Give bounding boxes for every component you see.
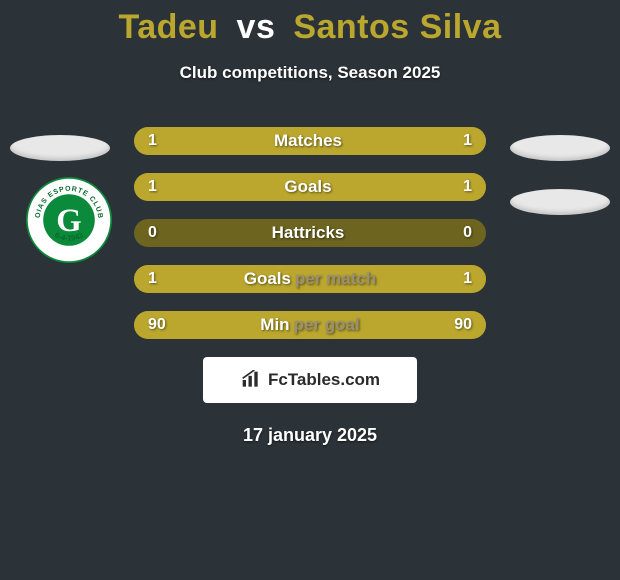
stat-value-left: 1 bbox=[148, 173, 157, 201]
stat-row: 0 0 Hattricks bbox=[134, 219, 486, 247]
stat-fill-right bbox=[310, 127, 486, 155]
source-label: FcTables.com bbox=[268, 370, 380, 390]
stat-fill-right bbox=[310, 265, 486, 293]
comparison-title: Tadeu vs Santos Silva bbox=[0, 0, 620, 47]
stat-row: 11Matches bbox=[134, 127, 486, 155]
stat-value-left: 0 bbox=[148, 219, 157, 247]
stat-label: Hattricks bbox=[134, 219, 486, 247]
stat-value-right: 90 bbox=[454, 311, 472, 339]
player2-placeholder-1 bbox=[510, 135, 610, 161]
stat-bars: 11Matches11Goals00Hattricks11Goalsper ma… bbox=[134, 127, 486, 357]
player1-placeholder-1 bbox=[10, 135, 110, 161]
stat-value-left: 1 bbox=[148, 265, 157, 293]
source-badge[interactable]: FcTables.com bbox=[203, 357, 417, 403]
stat-row: 11Goals bbox=[134, 173, 486, 201]
club-badge-goias: G GOIAS ESPORTE CLUBE 6-4-1943 bbox=[26, 177, 112, 263]
player2-placeholder-2 bbox=[510, 189, 610, 215]
stat-value-right: 1 bbox=[463, 265, 472, 293]
stat-fill-right bbox=[310, 173, 486, 201]
stat-fill-left bbox=[134, 265, 310, 293]
stat-fill-left bbox=[134, 127, 310, 155]
stat-row: 9090Minper goal bbox=[134, 311, 486, 339]
bar-chart-icon bbox=[240, 370, 262, 390]
stat-value-right: 1 bbox=[463, 173, 472, 201]
stat-label-main: Hattricks bbox=[272, 223, 345, 243]
stat-value-left: 1 bbox=[148, 127, 157, 155]
stat-value-left: 90 bbox=[148, 311, 166, 339]
vs-separator: vs bbox=[237, 8, 276, 46]
stat-value-right: 1 bbox=[463, 127, 472, 155]
snapshot-date: 17 january 2025 bbox=[0, 425, 620, 446]
club-badge-icon: G GOIAS ESPORTE CLUBE 6-4-1943 bbox=[26, 177, 112, 263]
player1-name: Tadeu bbox=[118, 8, 218, 46]
stat-fill-left bbox=[134, 173, 310, 201]
stat-row: 11Goalsper match bbox=[134, 265, 486, 293]
player2-name: Santos Silva bbox=[293, 8, 501, 46]
stat-value-right: 0 bbox=[463, 219, 472, 247]
subtitle: Club competitions, Season 2025 bbox=[0, 63, 620, 83]
stats-arena: G GOIAS ESPORTE CLUBE 6-4-1943 11Matches… bbox=[0, 117, 620, 347]
